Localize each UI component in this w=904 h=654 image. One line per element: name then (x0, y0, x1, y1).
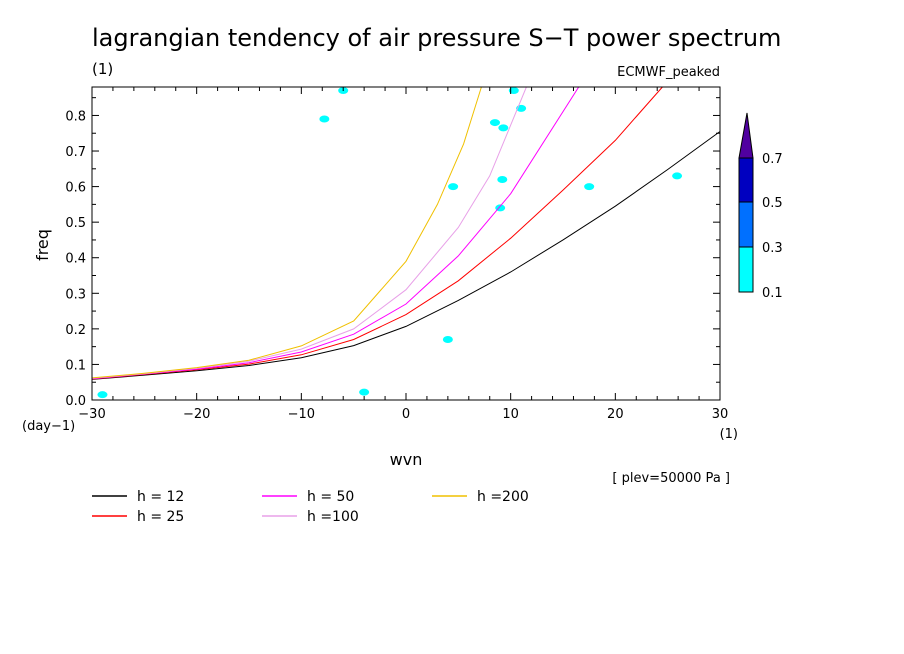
plev-annotation: [ plev=50000 Pa ] (612, 471, 730, 486)
series-line (91, 86, 527, 379)
shaded-patch (672, 172, 683, 180)
x-tick-label: 20 (607, 407, 624, 422)
y-tick-label: 0.7 (65, 145, 86, 160)
y-axis-unit: (day−1) (22, 419, 75, 434)
y-tick-label: 0.3 (65, 287, 86, 302)
legend: h = 12 h = 25 h = 50 h =100 h =200 (92, 489, 529, 525)
chart-subtitle-right: ECMWF_peaked (617, 65, 720, 80)
x-axis-label: wvn (390, 450, 423, 469)
colorbar-label: 0.7 (762, 152, 783, 167)
shaded-patch (584, 183, 595, 191)
y-tick-label: 0.6 (65, 181, 86, 196)
colorbar-segment (738, 246, 754, 293)
shaded-patch (508, 87, 519, 95)
shaded-patch (319, 115, 330, 123)
y-axis-label: freq (33, 229, 52, 261)
y-tick-label: 0.5 (65, 216, 86, 231)
colorbar-segment (738, 201, 754, 248)
y-tick-label: 0.1 (65, 358, 86, 373)
x-tick-label: 30 (712, 407, 729, 422)
x-tick-label: 10 (502, 407, 519, 422)
colorbar-arrow (738, 112, 754, 159)
colorbar-segment (738, 157, 754, 203)
colorbar-label: 0.3 (762, 241, 783, 256)
plot-frame (91, 86, 721, 401)
colorbar-label: 0.1 (762, 286, 783, 301)
axis-ticks: −30 −20 −10 0 10 20 30 0.0 0.1 0.2 0.3 0.4 0.5 0.6 0.7… (65, 87, 728, 422)
legend-label: h =100 (307, 509, 359, 525)
series-line (91, 86, 482, 379)
series-line (91, 86, 580, 380)
colorbar-label: 0.5 (762, 196, 783, 211)
shaded-patch (489, 119, 500, 127)
legend-label: h =200 (477, 489, 529, 505)
series-line (91, 131, 721, 380)
series-lines (91, 86, 721, 380)
chart-title: lagrangian tendency of air pressure S−T … (92, 24, 781, 52)
chart-subtitle-left: (1) (92, 60, 113, 78)
series-line (91, 86, 663, 380)
y-tick-label: 0.2 (65, 323, 86, 338)
y-tick-label: 0.4 (65, 252, 86, 267)
shaded-patch (442, 336, 453, 344)
y-tick-label: 0.8 (65, 109, 86, 124)
shaded-patch (97, 391, 108, 399)
shaded-patch (448, 183, 459, 191)
shaded-patch (498, 124, 509, 132)
x-tick-label: −20 (183, 407, 210, 422)
colorbar: 0.1 0.3 0.5 0.7 (738, 112, 783, 301)
shaded-patch (497, 175, 508, 183)
x-tick-label: −10 (288, 407, 315, 422)
legend-label: h = 25 (137, 509, 184, 525)
legend-label: h = 12 (137, 489, 184, 505)
x-tick-label: −30 (78, 407, 105, 422)
shaded-patches (97, 87, 683, 399)
x-axis-unit: (1) (720, 427, 738, 442)
x-tick-label: 0 (402, 407, 410, 422)
legend-label: h = 50 (307, 489, 354, 505)
y-tick-label: 0.0 (65, 394, 86, 409)
shaded-patch (359, 388, 370, 396)
